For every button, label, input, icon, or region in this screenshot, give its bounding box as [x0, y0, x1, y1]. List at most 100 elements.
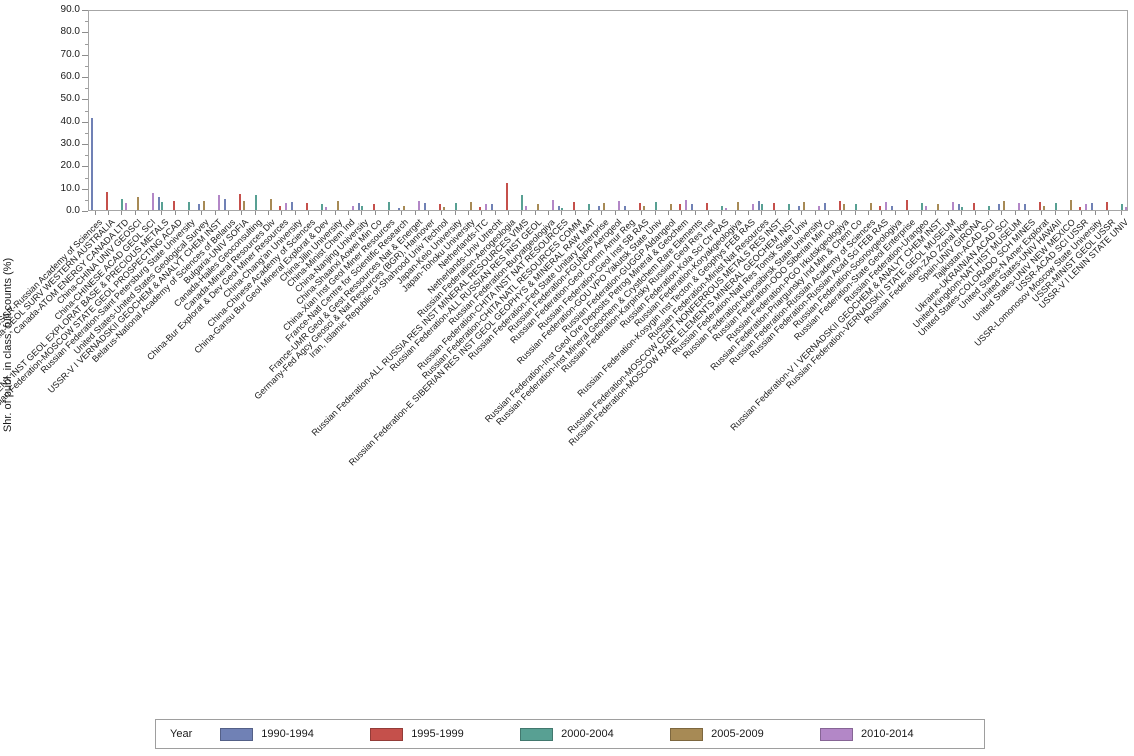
x-tick-mark — [228, 211, 229, 215]
bar — [1043, 205, 1046, 210]
bar — [321, 204, 324, 210]
bar — [90, 118, 93, 210]
bar — [654, 202, 657, 210]
x-tick-mark — [428, 211, 429, 215]
y-tick-label: 10.0 — [60, 182, 80, 194]
bar — [551, 199, 554, 210]
y-tick-mark — [82, 166, 88, 168]
x-tick-mark — [868, 211, 869, 215]
bar — [336, 201, 339, 210]
legend-label: 1990-1994 — [261, 728, 314, 740]
bar — [751, 204, 754, 210]
x-tick-mark — [761, 211, 763, 215]
bar — [388, 202, 390, 210]
bar — [218, 195, 221, 210]
x-tick-mark — [721, 211, 723, 215]
x-tick-mark — [881, 211, 883, 215]
x-tick-mark — [908, 211, 909, 215]
x-tick-mark — [1041, 211, 1043, 215]
y-minor-tick-mark — [85, 132, 88, 134]
x-tick-mark — [574, 211, 576, 215]
bar — [290, 202, 293, 210]
legend-swatch — [220, 727, 254, 741]
x-tick-mark — [1094, 211, 1096, 215]
x-tick-mark — [414, 211, 416, 215]
bar — [279, 205, 282, 210]
x-tick-mark — [534, 211, 536, 215]
x-tick-mark — [308, 211, 309, 215]
x-tick-mark — [441, 211, 443, 215]
y-tick-mark — [82, 77, 88, 78]
x-tick-mark — [974, 211, 976, 215]
bar — [906, 199, 909, 210]
bar — [157, 196, 160, 210]
bar — [721, 205, 724, 210]
bar — [269, 198, 272, 210]
x-tick-mark — [601, 211, 603, 215]
legend-item: 2005-2009 — [670, 727, 820, 741]
x-tick-mark — [1121, 211, 1123, 215]
legend-label: 2000-2004 — [561, 728, 614, 740]
x-tick-mark — [188, 211, 189, 215]
legend-swatch — [820, 727, 854, 741]
bar — [797, 205, 800, 210]
y-tick-label: 20.0 — [60, 160, 80, 172]
legend-label: 2005-2009 — [711, 728, 764, 740]
y-minor-tick-mark — [85, 199, 88, 201]
bar — [843, 204, 846, 210]
bar — [597, 205, 600, 210]
x-tick-mark — [561, 211, 563, 215]
y-tick-mark — [82, 121, 88, 123]
y-minor-tick-mark — [85, 21, 88, 23]
x-tick-mark — [894, 211, 896, 215]
legend-label: 1995-1999 — [411, 728, 464, 740]
bar — [454, 203, 457, 210]
x-tick-mark — [294, 211, 296, 215]
bar — [121, 198, 124, 210]
bar — [1106, 202, 1109, 210]
x-tick-mark — [134, 211, 136, 215]
x-tick-mark — [854, 211, 856, 215]
bar — [1024, 204, 1027, 210]
bar — [643, 205, 646, 210]
bar — [685, 199, 688, 210]
bar — [306, 203, 309, 210]
bar — [736, 202, 739, 210]
x-tick-mark — [1068, 211, 1069, 215]
bar — [561, 207, 564, 210]
x-tick-mark — [921, 211, 923, 215]
x-tick-mark — [468, 211, 469, 215]
x-tick-mark — [961, 211, 963, 215]
x-tick-mark — [148, 211, 149, 215]
bar — [639, 203, 642, 210]
bar — [885, 202, 888, 210]
bar — [372, 204, 375, 210]
bar — [772, 203, 775, 210]
x-tick-mark — [214, 211, 216, 215]
x-tick-mark — [828, 211, 829, 215]
y-tick-label: 40.0 — [60, 115, 80, 127]
bar — [243, 201, 246, 210]
x-tick-mark — [481, 211, 483, 215]
bar — [357, 203, 360, 210]
bar — [485, 204, 488, 210]
y-minor-tick-mark — [85, 110, 88, 112]
bar — [351, 205, 354, 210]
legend-title: Year — [170, 728, 193, 740]
x-tick-mark — [668, 211, 669, 215]
x-tick-mark — [201, 211, 203, 215]
x-tick-mark — [1054, 211, 1056, 215]
legend-item: 1995-1999 — [370, 727, 520, 741]
x-tick-mark — [774, 211, 776, 215]
x-tick-mark — [334, 211, 336, 215]
bar — [890, 205, 893, 210]
x-tick-mark — [654, 211, 656, 215]
bar — [536, 204, 539, 210]
x-tick-mark — [321, 211, 323, 215]
bar — [869, 203, 872, 210]
bar — [439, 204, 442, 210]
bar — [424, 203, 427, 210]
bar — [761, 204, 764, 210]
y-tick-mark — [82, 99, 88, 101]
